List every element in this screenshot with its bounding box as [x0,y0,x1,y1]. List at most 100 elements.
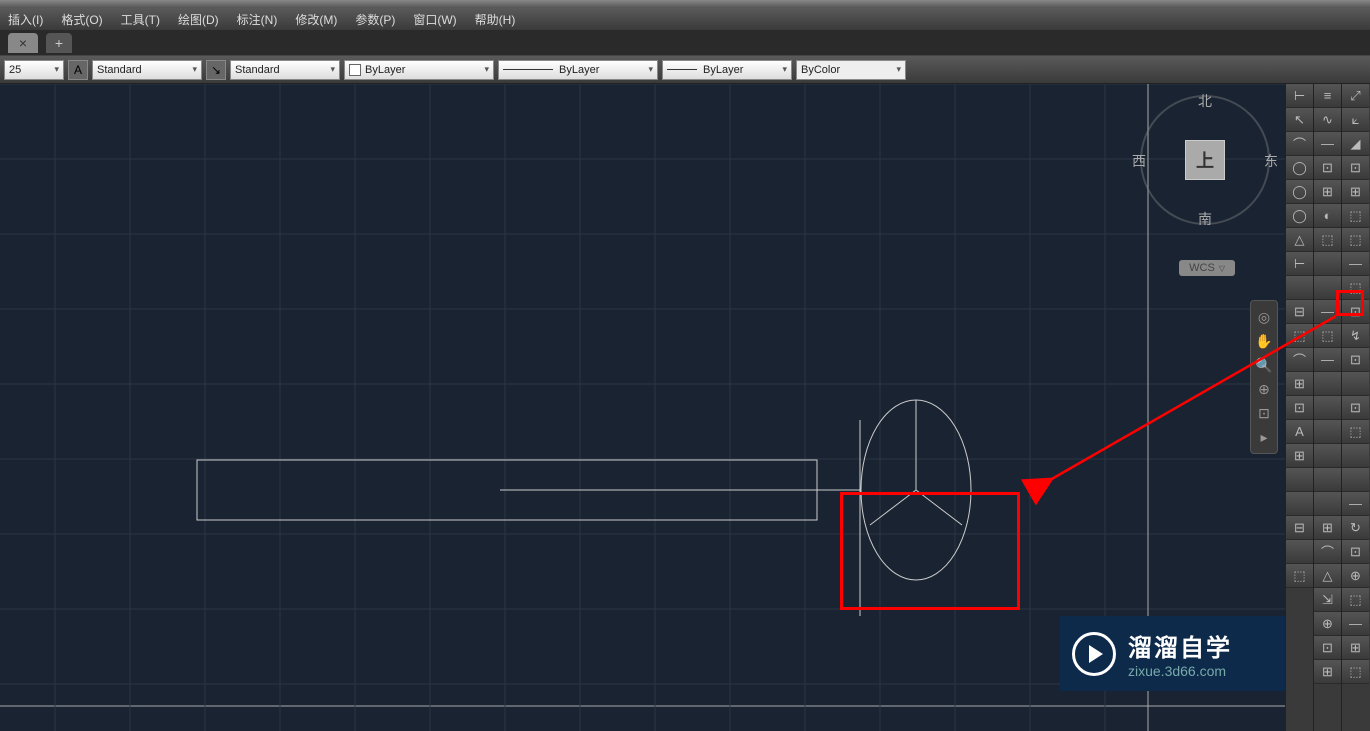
palette-tool-3-10[interactable]: ↯ [1342,324,1369,348]
lineweight-dropdown[interactable]: ByLayer [662,60,792,80]
nav-zoom-icon[interactable]: 🔍 [1251,353,1277,377]
palette-tool-3-5[interactable]: ⬚ [1342,204,1369,228]
palette-tool-1-20[interactable]: ⬚ [1286,564,1313,588]
palette-tool-3-2[interactable]: ◢ [1342,132,1369,156]
menu-tools[interactable]: 工具(T) [121,11,160,28]
palette-tool-2-15[interactable] [1314,444,1341,468]
palette-tool-3-7[interactable]: ― [1342,252,1369,276]
layer-color-dropdown[interactable]: ByLayer [344,60,494,80]
palette-tool-2-2[interactable]: ― [1314,132,1341,156]
palette-tool-1-3[interactable]: ◯ [1286,156,1313,180]
palette-tool-2-19[interactable]: ⌒ [1314,540,1341,564]
palette-tool-2-6[interactable]: ⬚ [1314,228,1341,252]
tab-add[interactable]: + [46,33,72,53]
palette-tool-3-6[interactable]: ⬚ [1342,228,1369,252]
palette-tool-3-20[interactable]: ⊕ [1342,564,1369,588]
palette-tool-2-21[interactable]: ⇲ [1314,588,1341,612]
linetype-dropdown[interactable]: ByLayer [498,60,658,80]
palette-tool-2-22[interactable]: ⊕ [1314,612,1341,636]
palette-tool-2-10[interactable]: ⬚ [1314,324,1341,348]
palette-tool-3-15[interactable] [1342,444,1369,468]
palette-tool-3-14[interactable]: ⬚ [1342,420,1369,444]
palette-tool-3-19[interactable]: ⊡ [1342,540,1369,564]
nav-showmotion-icon[interactable]: ⊡ [1251,401,1277,425]
palette-tool-1-18[interactable]: ⊟ [1286,516,1313,540]
palette-tool-2-4[interactable]: ⊞ [1314,180,1341,204]
scale-dropdown[interactable]: 25 [4,60,64,80]
palette-tool-3-18[interactable]: ↻ [1342,516,1369,540]
palette-tool-1-9[interactable]: ⊟ [1286,300,1313,324]
palette-tool-2-17[interactable] [1314,492,1341,516]
palette-tool-1-19[interactable] [1286,540,1313,564]
nav-pan-icon[interactable]: ✋ [1251,329,1277,353]
dim-style-icon[interactable]: ↘ [206,60,226,80]
viewcube-east[interactable]: 东 [1264,151,1278,171]
text-style-icon[interactable]: A [68,60,88,80]
palette-tool-2-13[interactable] [1314,396,1341,420]
dim-style-dropdown[interactable]: Standard [230,60,340,80]
palette-tool-2-14[interactable] [1314,420,1341,444]
palette-tool-3-3[interactable]: ⊡ [1342,156,1369,180]
nav-wheel-icon[interactable]: ◎ [1251,305,1277,329]
palette-tool-3-23[interactable]: ⊞ [1342,636,1369,660]
palette-tool-3-13[interactable]: ⊡ [1342,396,1369,420]
plot-style-dropdown[interactable]: ByColor [796,60,906,80]
palette-tool-1-14[interactable]: A [1286,420,1313,444]
palette-tool-1-1[interactable]: ↖ [1286,108,1313,132]
menu-insert[interactable]: 插入(I) [8,11,43,28]
palette-tool-3-21[interactable]: ⬚ [1342,588,1369,612]
palette-tool-2-7[interactable] [1314,252,1341,276]
nav-orbit-icon[interactable]: ⊕ [1251,377,1277,401]
palette-tool-3-22[interactable]: ― [1342,612,1369,636]
palette-tool-3-11[interactable]: ⊡ [1342,348,1369,372]
palette-tool-2-8[interactable] [1314,276,1341,300]
palette-tool-1-17[interactable] [1286,492,1313,516]
palette-tool-1-5[interactable]: ◯ [1286,204,1313,228]
palette-tool-3-17[interactable]: ― [1342,492,1369,516]
palette-tool-3-16[interactable] [1342,468,1369,492]
palette-tool-1-2[interactable]: ⌒ [1286,132,1313,156]
palette-tool-1-7[interactable]: ⊢ [1286,252,1313,276]
palette-tool-2-11[interactable]: ― [1314,348,1341,372]
tab-active[interactable]: × [8,33,38,53]
palette-tool-2-16[interactable] [1314,468,1341,492]
palette-tool-1-0[interactable]: ⊢ [1286,84,1313,108]
palette-tool-2-5[interactable]: ◐ [1314,204,1341,228]
viewcube-north[interactable]: 北 [1198,91,1212,111]
viewcube-top-face[interactable]: 上 [1185,140,1225,180]
palette-tool-1-11[interactable]: ⌒ [1286,348,1313,372]
viewcube-south[interactable]: 南 [1198,209,1212,229]
palette-tool-2-24[interactable]: ⊞ [1314,660,1341,684]
menu-format[interactable]: 格式(O) [61,11,102,28]
palette-tool-2-20[interactable]: △ [1314,564,1341,588]
viewcube-west[interactable]: 西 [1132,151,1146,171]
palette-tool-2-3[interactable]: ⊡ [1314,156,1341,180]
menu-draw[interactable]: 绘图(D) [178,11,219,28]
palette-tool-2-12[interactable] [1314,372,1341,396]
menu-dimension[interactable]: 标注(N) [237,11,278,28]
palette-tool-3-0[interactable]: ⤢ [1342,84,1369,108]
menu-parametric[interactable]: 参数(P) [355,11,395,28]
palette-tool-2-9[interactable]: ― [1314,300,1341,324]
palette-tool-1-16[interactable] [1286,468,1313,492]
nav-expand-icon[interactable]: ▸ [1251,425,1277,449]
palette-tool-1-6[interactable]: △ [1286,228,1313,252]
palette-tool-1-8[interactable] [1286,276,1313,300]
menu-help[interactable]: 帮助(H) [475,11,516,28]
palette-tool-3-1[interactable]: ⟀ [1342,108,1369,132]
text-style-dropdown[interactable]: Standard [92,60,202,80]
menu-window[interactable]: 窗口(W) [413,11,456,28]
palette-tool-3-4[interactable]: ⊞ [1342,180,1369,204]
wcs-badge[interactable]: WCS▽ [1179,260,1235,276]
palette-tool-3-12[interactable] [1342,372,1369,396]
palette-tool-2-0[interactable]: ≡ [1314,84,1341,108]
viewcube[interactable]: 上 北 南 东 西 [1140,95,1270,225]
palette-tool-1-10[interactable]: ⬚ [1286,324,1313,348]
palette-tool-3-24[interactable]: ⬚ [1342,660,1369,684]
palette-tool-1-12[interactable]: ⊞ [1286,372,1313,396]
menu-modify[interactable]: 修改(M) [295,11,337,28]
palette-tool-2-1[interactable]: ∿ [1314,108,1341,132]
palette-tool-3-8[interactable]: ⬚ [1342,276,1369,300]
palette-tool-1-13[interactable]: ⊡ [1286,396,1313,420]
palette-tool-1-4[interactable]: ◯ [1286,180,1313,204]
